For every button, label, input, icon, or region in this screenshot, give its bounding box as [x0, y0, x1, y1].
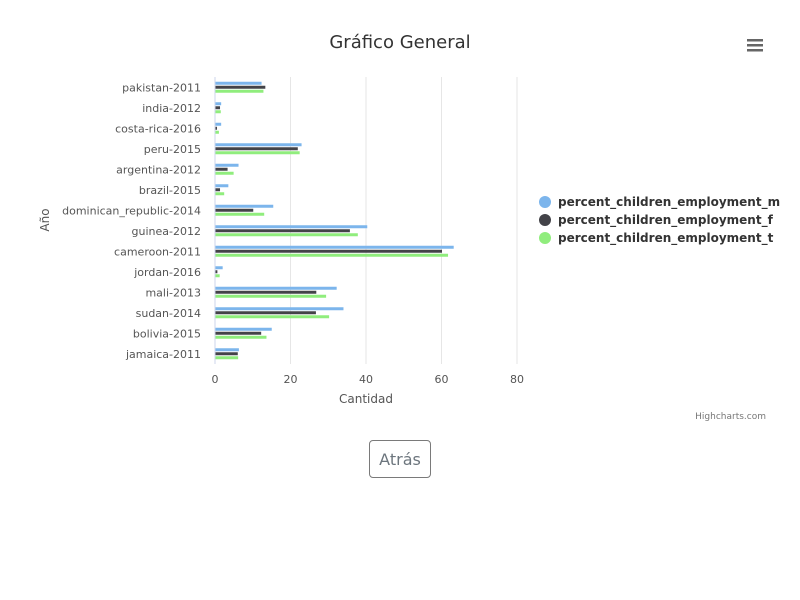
bar-percent_children_employment_t[interactable]	[215, 294, 327, 298]
tick-label: 60	[435, 373, 449, 386]
bar-percent_children_employment_t[interactable]	[215, 212, 265, 216]
bar-percent_children_employment_t[interactable]	[215, 151, 300, 155]
legend-marker[interactable]	[539, 214, 551, 226]
bar-percent_children_employment_t[interactable]	[215, 335, 267, 339]
bar-percent_children_employment_m[interactable]	[215, 204, 274, 208]
category-label: bolivia-2015	[133, 327, 201, 340]
tick-label: 40	[359, 373, 373, 386]
bar-percent_children_employment_m[interactable]	[215, 307, 344, 311]
tick-label: 80	[510, 373, 524, 386]
bar-percent_children_employment_m[interactable]	[215, 348, 239, 352]
category-label: india-2012	[142, 102, 201, 115]
bar-percent_children_employment_t[interactable]	[215, 274, 220, 278]
bar-percent_children_employment_f[interactable]	[215, 290, 317, 294]
bar-percent_children_employment_m[interactable]	[215, 143, 302, 147]
bar-percent_children_employment_f[interactable]	[215, 352, 238, 356]
bar-percent_children_employment_t[interactable]	[215, 171, 234, 175]
category-label: mali-2013	[145, 286, 201, 299]
bar-percent_children_employment_f[interactable]	[215, 270, 218, 274]
bar-percent_children_employment_m[interactable]	[215, 266, 223, 270]
category-label: guinea-2012	[132, 225, 201, 238]
value-axis-title: Cantidad	[339, 392, 393, 406]
category-label: costa-rica-2016	[115, 122, 201, 135]
bar-percent_children_employment_f[interactable]	[215, 331, 262, 335]
bar-percent_children_employment_t[interactable]	[215, 110, 221, 114]
tick-label: 0	[212, 373, 219, 386]
bar-percent_children_employment_m[interactable]	[215, 81, 262, 85]
legend-item[interactable]: percent_children_employment_f	[558, 213, 774, 228]
legend-marker[interactable]	[539, 196, 551, 208]
bar-percent_children_employment_f[interactable]	[215, 249, 443, 253]
category-axis-title: Año	[38, 208, 52, 231]
chart-container: Gráfico General pakistan-2011 india-2012 c…	[38, 32, 780, 422]
bar-percent_children_employment_t[interactable]	[215, 192, 225, 196]
bar-percent_children_employment_m[interactable]	[215, 245, 454, 249]
legend-item[interactable]: percent_children_employment_m	[558, 195, 780, 210]
bar-percent_children_employment_f[interactable]	[215, 311, 316, 315]
category-label: jamaica-2011	[125, 348, 201, 361]
bar-percent_children_employment_t[interactable]	[215, 315, 330, 319]
legend-item[interactable]: percent_children_employment_t	[558, 231, 774, 246]
bar-percent_children_employment_m[interactable]	[215, 327, 272, 331]
bar-percent_children_employment_f[interactable]	[215, 167, 228, 171]
bar-percent_children_employment_t[interactable]	[215, 253, 449, 257]
bar-percent_children_employment_m[interactable]	[215, 163, 239, 167]
category-labels: pakistan-2011 india-2012 costa-rica-2016 pe…	[62, 81, 201, 361]
bars	[215, 81, 454, 360]
bar-percent_children_employment_f[interactable]	[215, 188, 221, 192]
bar-percent_children_employment_m[interactable]	[215, 225, 368, 229]
gridlines	[214, 77, 518, 364]
hamburger-menu-icon[interactable]	[744, 34, 766, 56]
legend-marker[interactable]	[539, 232, 551, 244]
bar-percent_children_employment_m[interactable]	[215, 102, 222, 106]
category-label: pakistan-2011	[122, 81, 201, 94]
bar-percent_children_employment_f[interactable]	[215, 106, 221, 110]
bar-percent_children_employment_f[interactable]	[215, 126, 218, 130]
category-label: argentina-2012	[116, 163, 201, 176]
bar-percent_children_employment_t[interactable]	[215, 130, 219, 134]
category-label: peru-2015	[144, 143, 201, 156]
bar-percent_children_employment_f[interactable]	[215, 147, 298, 151]
bar-percent_children_employment_f[interactable]	[215, 208, 254, 212]
bar-percent_children_employment_f[interactable]	[215, 85, 266, 89]
category-label: jordan-2016	[133, 266, 201, 279]
value-axis-ticks: 0 20 40 60 80	[212, 373, 525, 386]
bar-percent_children_employment_m[interactable]	[215, 286, 337, 290]
bar-percent_children_employment_t[interactable]	[215, 89, 264, 93]
tick-label: 20	[284, 373, 298, 386]
category-label: dominican_republic-2014	[62, 204, 201, 217]
credits-link[interactable]: Highcharts.com	[695, 412, 766, 422]
category-label: cameroon-2011	[114, 245, 201, 258]
bar-percent_children_employment_m[interactable]	[215, 184, 229, 188]
chart-title: Gráfico General	[329, 32, 470, 53]
back-button[interactable]: Atrás	[369, 440, 431, 478]
legend: percent_children_employment_m percent_chi…	[539, 195, 780, 246]
category-label: sudan-2014	[136, 307, 201, 320]
category-label: brazil-2015	[139, 184, 201, 197]
bar-percent_children_employment_f[interactable]	[215, 229, 350, 233]
bar-percent_children_employment_t[interactable]	[215, 356, 239, 360]
bar-percent_children_employment_t[interactable]	[215, 233, 358, 237]
bar-chart: Gráfico General pakistan-2011 india-2012 c…	[38, 32, 780, 422]
bar-percent_children_employment_m[interactable]	[215, 122, 222, 126]
